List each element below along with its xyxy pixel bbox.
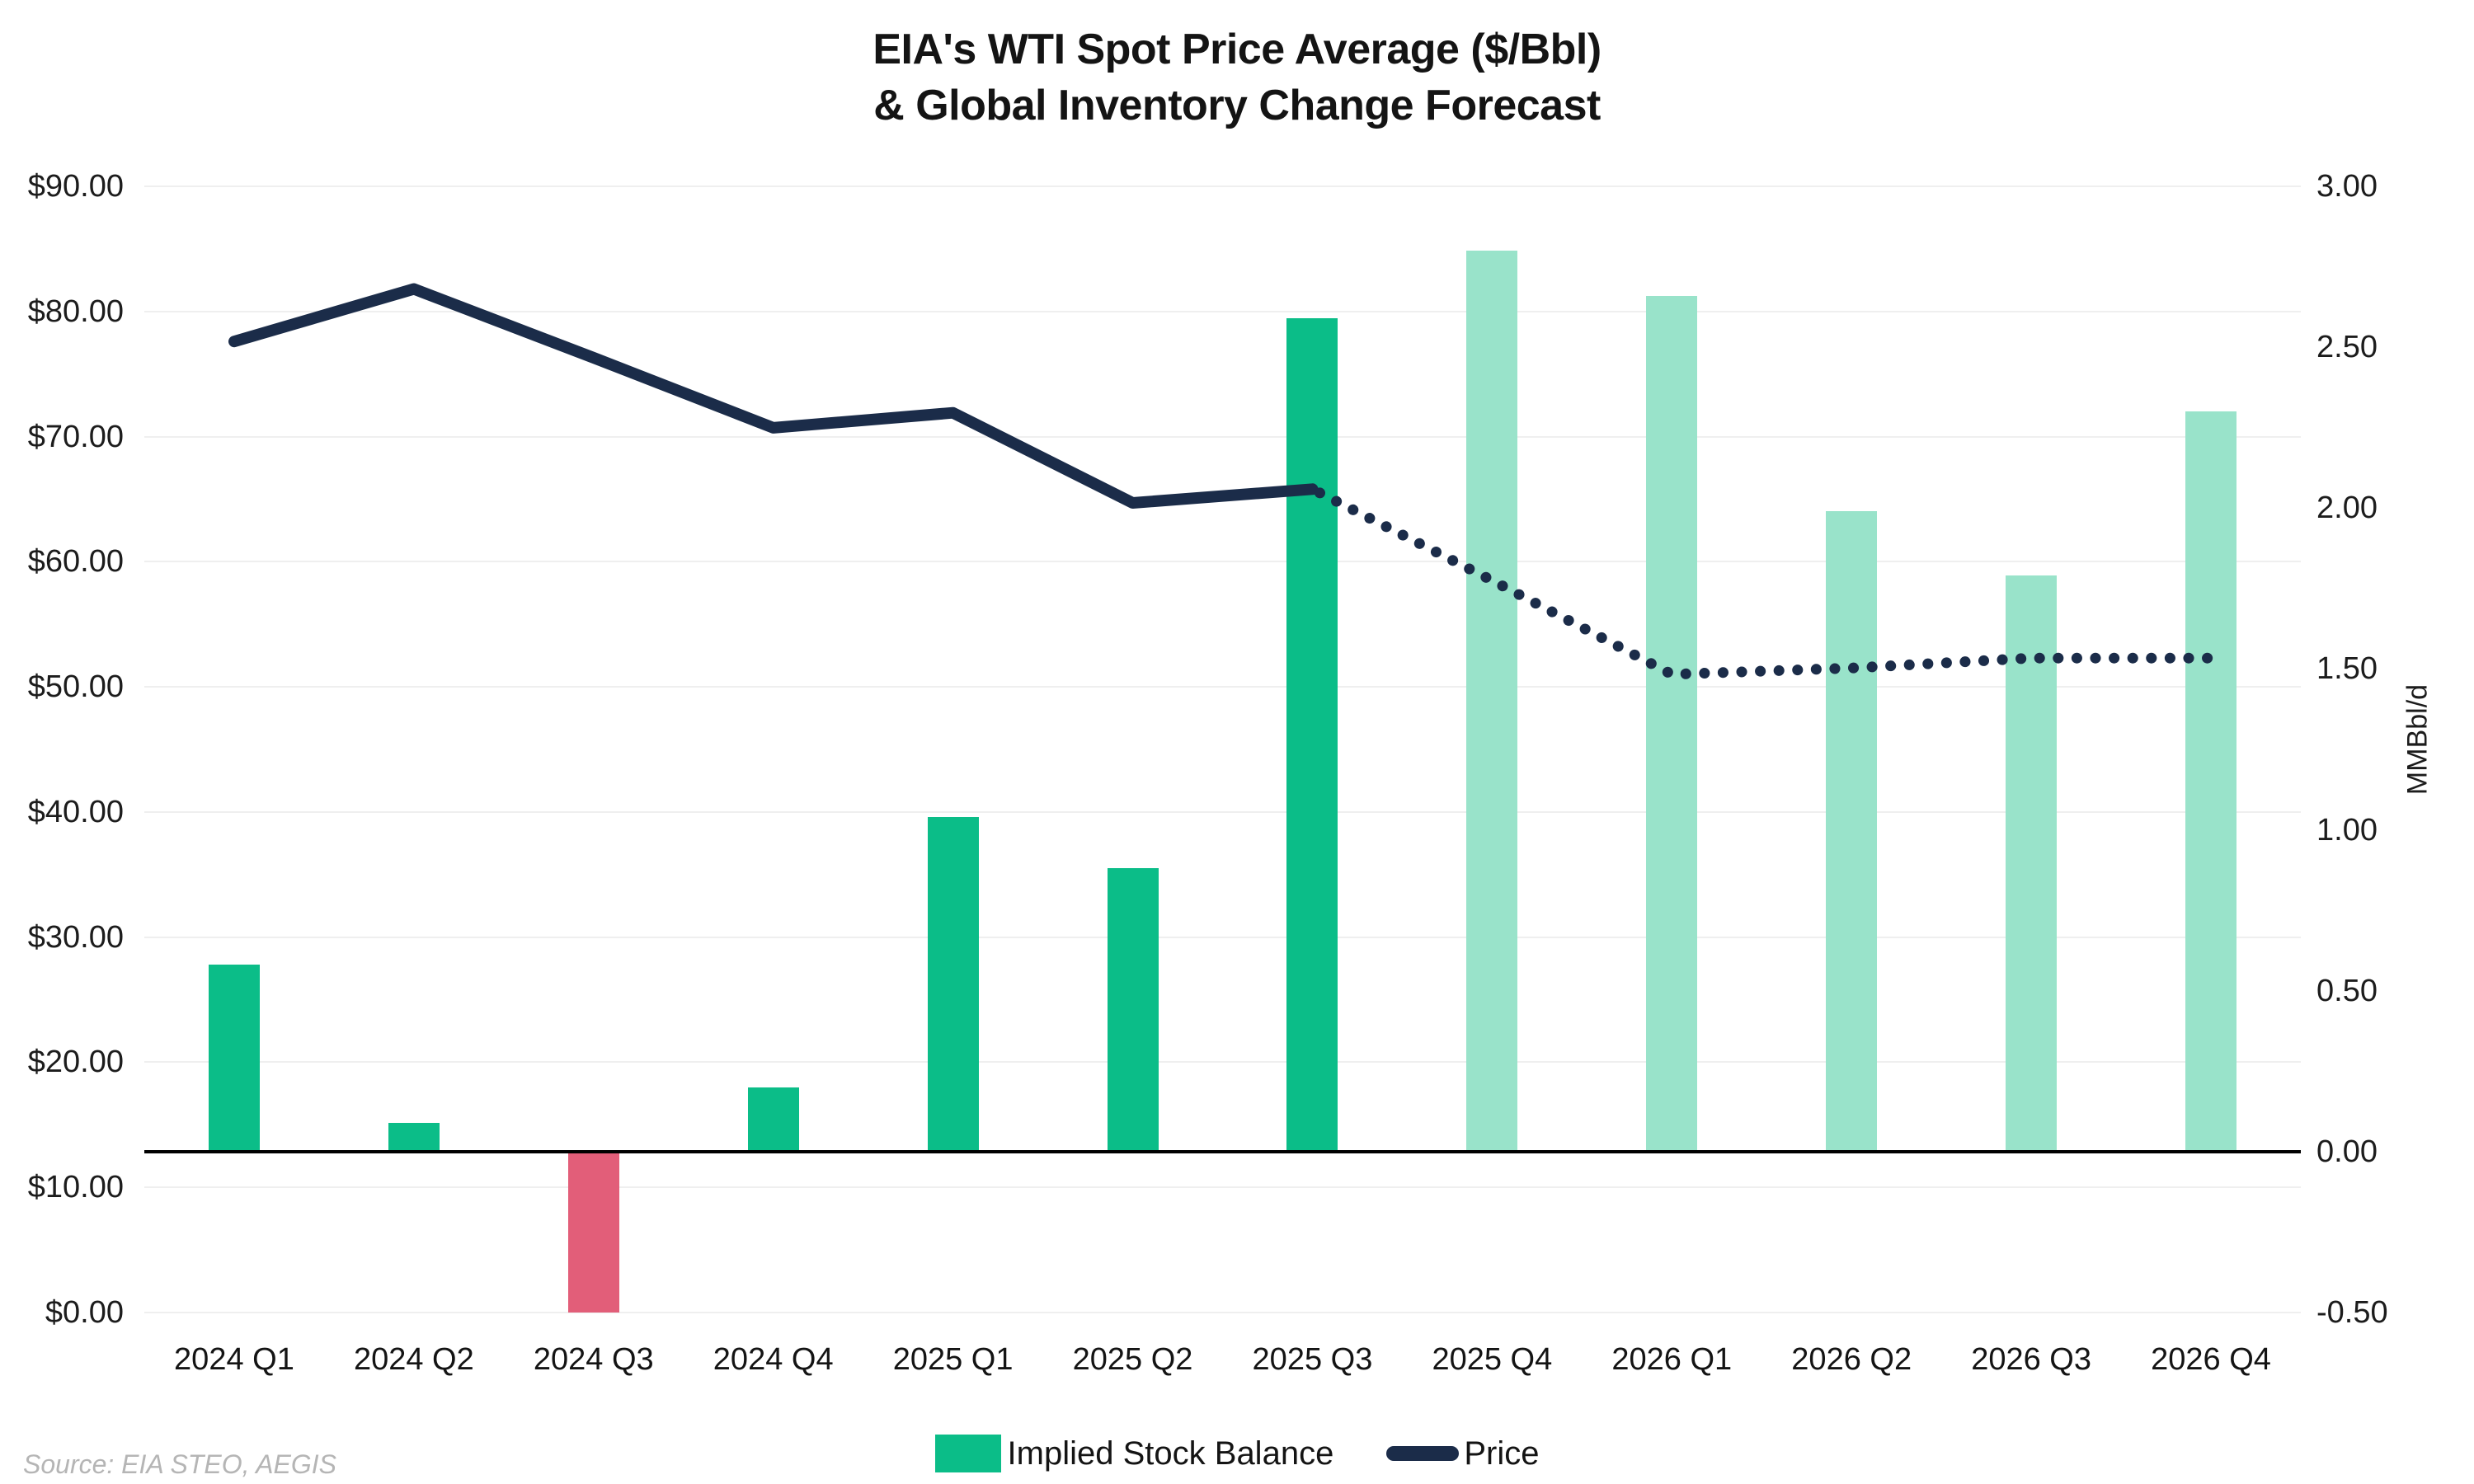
left-axis-tick: $60.00 bbox=[27, 544, 124, 580]
legend-line-swatch-icon bbox=[1386, 1446, 1460, 1461]
x-axis-label-2025-q1: 2025 Q1 bbox=[892, 1342, 1014, 1377]
right-axis-tick: 0.00 bbox=[2316, 1134, 2378, 1169]
price-line-chart bbox=[228, 283, 2217, 680]
right-axis-tick: 1.50 bbox=[2316, 651, 2378, 687]
right-axis-tick: 1.00 bbox=[2316, 812, 2378, 848]
left-axis-tick: $10.00 bbox=[27, 1170, 124, 1205]
chart-title: EIA's WTI Spot Price Average ($/Bbl) & G… bbox=[0, 21, 2474, 134]
bar-2024-q2 bbox=[388, 1122, 440, 1152]
right-axis-tick: 3.00 bbox=[2316, 169, 2378, 204]
right-axis-unit-label: MMBbl/d bbox=[2401, 683, 2434, 796]
right-axis-tick: 2.50 bbox=[2316, 330, 2378, 365]
left-axis-tick: $0.00 bbox=[45, 1295, 124, 1330]
right-axis-tick: -0.50 bbox=[2316, 1295, 2388, 1330]
legend-label-price: Price bbox=[1464, 1435, 1540, 1472]
x-axis-label-2026-q2: 2026 Q2 bbox=[1791, 1342, 1912, 1377]
bar-2024-q1 bbox=[208, 965, 260, 1152]
gridline bbox=[144, 936, 2301, 938]
legend-label-implied-stock-balance: Implied Stock Balance bbox=[1007, 1435, 1334, 1472]
source-note: Source: EIA STEO, AEGIS bbox=[23, 1449, 336, 1479]
chart-title-line2: & Global Inventory Change Forecast bbox=[873, 82, 1601, 129]
left-axis-tick: $20.00 bbox=[27, 1045, 124, 1080]
price-line-solid bbox=[228, 283, 1319, 509]
left-axis-tick: $30.00 bbox=[27, 919, 124, 955]
gridline bbox=[144, 435, 2301, 438]
gridline bbox=[144, 1061, 2301, 1064]
legend-item-price: Price bbox=[1386, 1435, 1539, 1472]
x-axis-label-2025-q3: 2025 Q3 bbox=[1252, 1342, 1373, 1377]
left-axis-tick: $40.00 bbox=[27, 794, 124, 829]
zero-baseline bbox=[144, 1149, 2301, 1153]
x-axis-label-2024-q3: 2024 Q3 bbox=[533, 1342, 654, 1377]
bar-2026-q1 bbox=[1646, 295, 1698, 1152]
x-axis-label-2025-q2: 2025 Q2 bbox=[1072, 1342, 1193, 1377]
bar-2026-q2 bbox=[1826, 511, 1878, 1152]
x-axis-label-2024-q1: 2024 Q1 bbox=[174, 1342, 294, 1377]
bar-2025-q4 bbox=[1466, 251, 1518, 1152]
price-line-dotted-forecast bbox=[1307, 483, 2217, 680]
gridline bbox=[144, 686, 2301, 688]
x-axis-label-2026-q1: 2026 Q1 bbox=[1611, 1342, 1733, 1377]
gridline bbox=[144, 310, 2301, 312]
gridline bbox=[144, 186, 2301, 187]
legend-item-implied-stock-balance: Implied Stock Balance bbox=[934, 1435, 1334, 1472]
gridline bbox=[144, 561, 2301, 563]
x-axis-label-2026-q3: 2026 Q3 bbox=[1971, 1342, 2092, 1377]
x-axis-label-2025-q4: 2025 Q4 bbox=[1432, 1342, 1553, 1377]
x-axis-label-2024-q2: 2024 Q2 bbox=[353, 1342, 474, 1377]
right-axis-tick: 0.50 bbox=[2316, 973, 2378, 1008]
bar-2025-q2 bbox=[1107, 868, 1159, 1152]
right-axis-tick: 2.00 bbox=[2316, 491, 2378, 526]
bar-2025-q1 bbox=[927, 816, 979, 1152]
x-axis-label-2024-q4: 2024 Q4 bbox=[713, 1342, 834, 1377]
x-axis-label-2026-q4: 2026 Q4 bbox=[2151, 1342, 2271, 1377]
bar-2025-q3 bbox=[1286, 318, 1338, 1152]
gridline bbox=[144, 1312, 2301, 1313]
legend: Implied Stock Balance Price bbox=[0, 1435, 2474, 1472]
left-axis-tick: $70.00 bbox=[27, 419, 124, 454]
gridline bbox=[144, 810, 2301, 813]
bar-2026-q4 bbox=[2185, 411, 2237, 1152]
legend-bar-swatch-icon bbox=[934, 1435, 1001, 1472]
left-axis-tick: $50.00 bbox=[27, 669, 124, 705]
left-axis-tick: $90.00 bbox=[27, 169, 124, 204]
gridline bbox=[144, 1186, 2301, 1189]
bar-2024-q4 bbox=[747, 1087, 799, 1152]
bar-2026-q3 bbox=[2006, 575, 2058, 1152]
left-axis-tick: $80.00 bbox=[27, 294, 124, 329]
bar-2024-q3 bbox=[567, 1151, 619, 1313]
plot-area bbox=[144, 186, 2301, 1313]
chart-title-line1: EIA's WTI Spot Price Average ($/Bbl) bbox=[872, 26, 1602, 73]
